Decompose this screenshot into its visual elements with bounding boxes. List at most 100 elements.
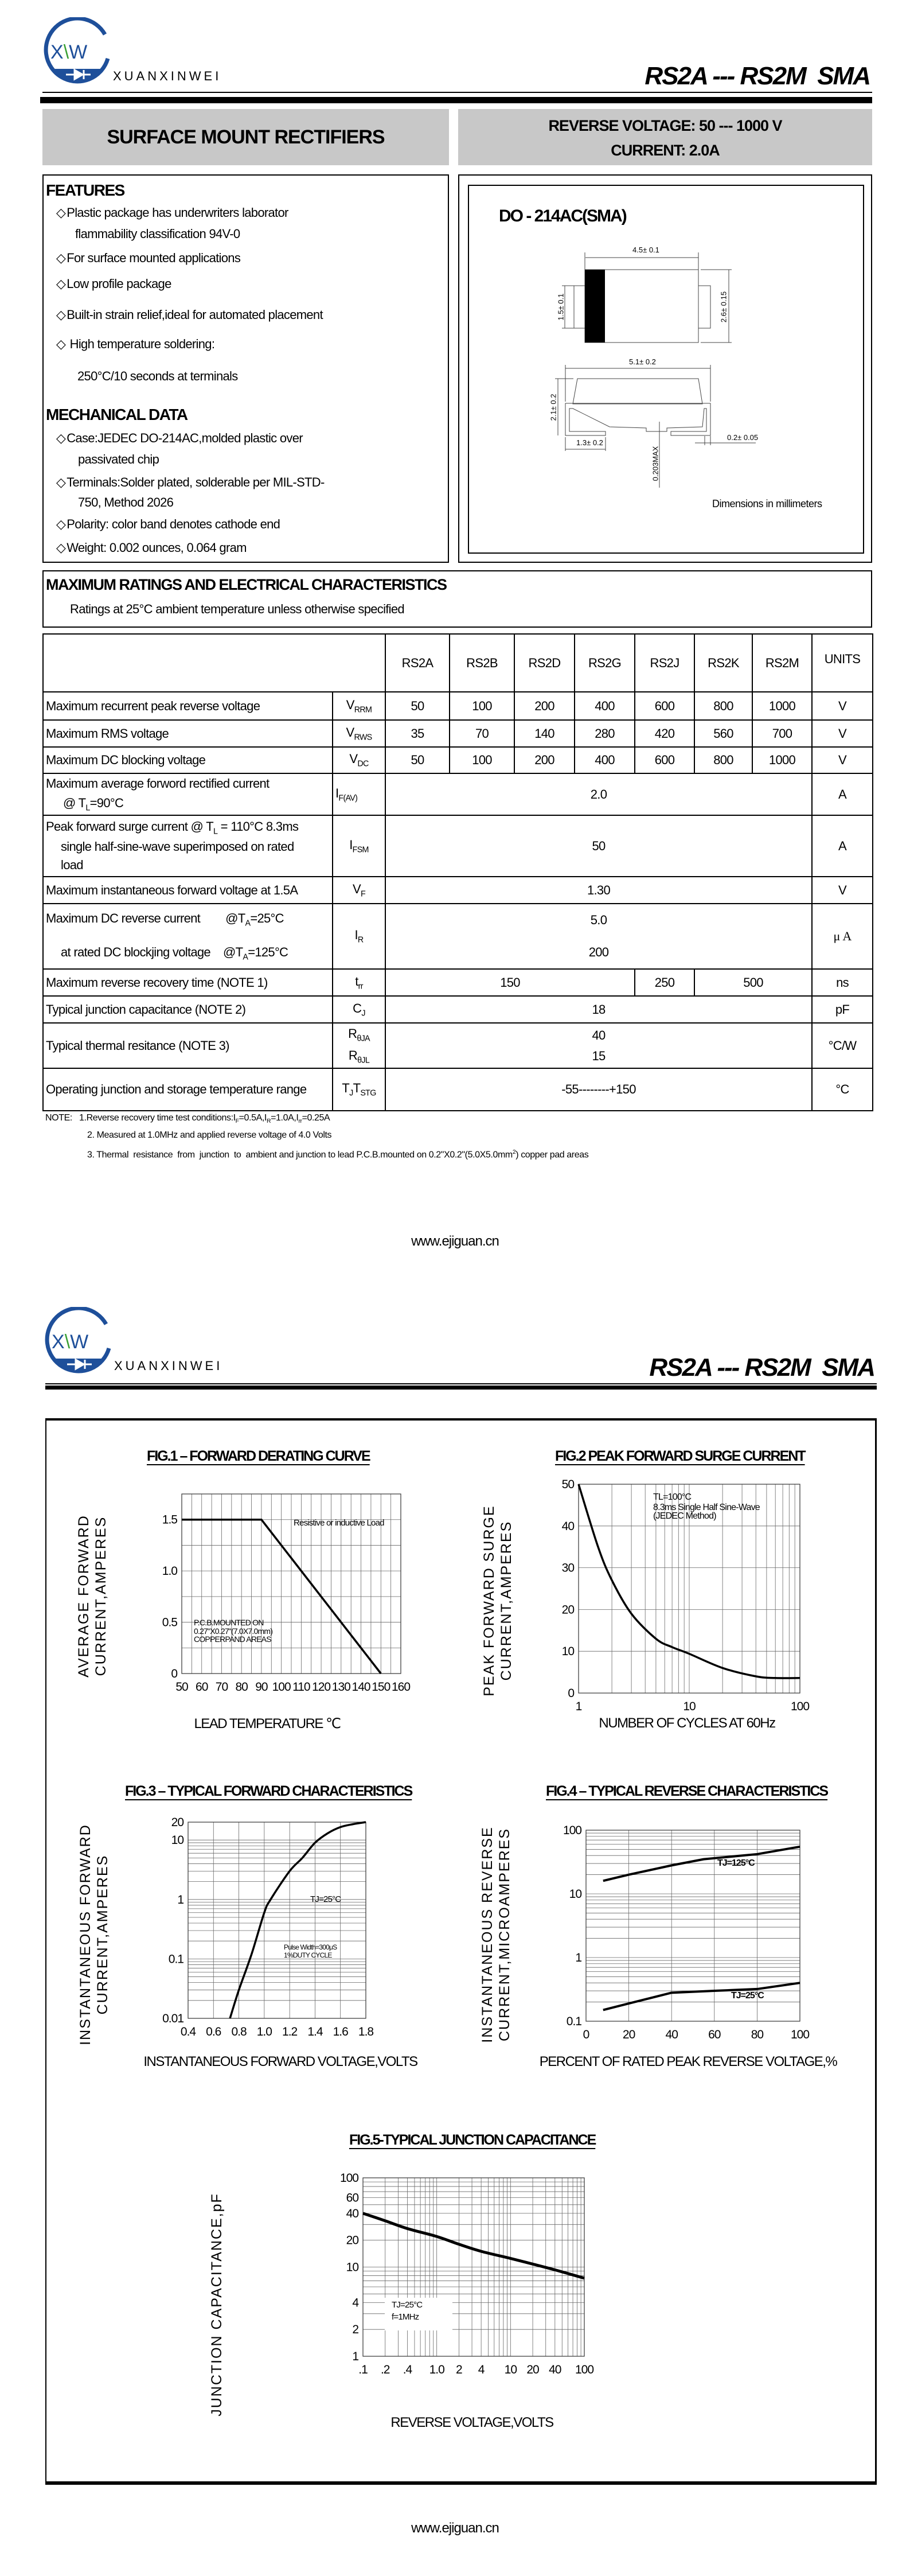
- column-header: RS2K: [694, 633, 753, 692]
- fig1-plot-frame: [181, 1493, 401, 1674]
- fig4-x-tick-label: 20: [623, 2028, 635, 2041]
- fig3-y-tick-label: 0.1: [169, 1952, 184, 1966]
- fig4-plot-frame: [585, 1830, 800, 2022]
- fig4-series-line: [603, 1845, 800, 1882]
- package-panel: [458, 174, 872, 563]
- fig5-x-tick-label: 100: [575, 2363, 593, 2376]
- fig5-title: FIG.5-TYPICAL JUNCTION CAPACITANCE: [349, 2132, 596, 2148]
- product-type: SURFACE MOUNT RECTIFIERS: [107, 126, 385, 148]
- fig5-y-tick-label: 10: [346, 2261, 359, 2274]
- fig5-x-tick-label: 10: [505, 2363, 517, 2376]
- feature-item: ◇ High temperature soldering:: [56, 337, 215, 351]
- cathode-band: [585, 270, 605, 343]
- svg-text:X\W: X\W: [52, 1331, 88, 1353]
- fig5-annotation-background: [385, 2298, 452, 2330]
- rating-banner: REVERSE VOLTAGE: 50 --- 1000 V CURRENT: …: [458, 109, 872, 165]
- fig4-x-tick-label: 40: [666, 2028, 678, 2041]
- fig5-y-tick-label: 20: [346, 2234, 359, 2247]
- logo-mark: X\W: [45, 1307, 111, 1373]
- ratings-table: RS2A RS2B RS2D RS2G RS2J RS2K RS2M UNITS…: [42, 633, 873, 1111]
- fig5-y-tick-label: 1: [352, 2350, 358, 2363]
- features-heading: FEATURES: [46, 181, 125, 199]
- fig2-x-tick-label: 100: [791, 1700, 809, 1713]
- logo-mark: X\W: [44, 17, 110, 84]
- mechanical-item-cont: 750, Method 2026: [78, 495, 174, 509]
- dim-length: 4.5± 0.1: [632, 246, 659, 254]
- fig5-y-tick-label: 4: [352, 2296, 359, 2309]
- fig5-x-tick-label: 4: [478, 2363, 485, 2376]
- fig3-x-tick-label: 1.0: [257, 2025, 272, 2038]
- fig5-x-tick-label: .2: [381, 2363, 390, 2376]
- fig4-series-label: TJ=25°C: [731, 1991, 764, 2001]
- mechanical-heading: MECHANICAL DATA: [46, 406, 188, 423]
- column-header: RS2B: [449, 633, 515, 692]
- feature-item: ◇Plastic package has underwriters labora…: [56, 205, 288, 220]
- fig5-annotation: f=1MHz: [392, 2312, 419, 2322]
- diamond-bullet-icon: ◇: [56, 308, 66, 322]
- feature-item: ◇Low profile package: [56, 277, 171, 291]
- fig5-y-tick-label: 100: [340, 2172, 358, 2185]
- units-header: UNITS: [811, 633, 873, 692]
- fig1-y-tick-label: 1.0: [162, 1565, 178, 1578]
- charts-frame: [45, 1418, 877, 2485]
- reverse-voltage: REVERSE VOLTAGE: 50 --- 1000 V: [548, 117, 782, 134]
- fig4-title: FIG.4 – TYPICAL REVERSE CHARACTERISTICS: [546, 1783, 829, 1799]
- feature-item: ◇For surface mounted applications: [56, 251, 241, 265]
- table-header-row: RS2A RS2B RS2D RS2G RS2J RS2K RS2M UNITS: [42, 633, 873, 692]
- fig3-x-tick-label: 1.6: [333, 2025, 349, 2038]
- fig4-y-tick-label: 1: [575, 1951, 581, 1964]
- fig2-x-tick-label: 10: [683, 1700, 696, 1713]
- table-row: Peak forward surge current @ TL = 110°C …: [42, 815, 873, 877]
- table-row: Maximum DC reverse current @TA=25°C at rat…: [42, 903, 873, 970]
- fig5-x-tick-label: .4: [403, 2363, 413, 2376]
- header-rule-thin: [45, 1383, 877, 1384]
- fig2-y-tick-label: 30: [562, 1562, 575, 1575]
- fig2-y-tick-label: 20: [562, 1603, 575, 1616]
- fig1-x-tick-label: 140: [352, 1680, 370, 1694]
- diamond-bullet-icon: ◇: [56, 205, 66, 220]
- svg-text:X\W: X\W: [50, 41, 87, 63]
- fig1-x-tick-label: 100: [272, 1680, 291, 1694]
- fig3-annotation: 1%DUTY CYCLE: [284, 1951, 332, 1959]
- fig2-plot-frame: [578, 1484, 800, 1694]
- footer-url[interactable]: www.ejiguan.cn: [411, 2520, 499, 2536]
- fig4-x-tick-label: 0: [583, 2028, 589, 2041]
- fig3-x-tick-label: 0.4: [181, 2025, 197, 2038]
- note-2: 2. Measured at 1.0MHz and applied revers…: [87, 1130, 332, 1140]
- fig1-y-tick-label: 1.5: [162, 1513, 178, 1527]
- fig2-annotation: 8.3ms Single Half Sine-Wave: [653, 1503, 760, 1512]
- current-rating: CURRENT: 2.0A: [611, 142, 720, 159]
- footer-url[interactable]: www.ejiguan.cn: [411, 1233, 499, 1249]
- diamond-bullet-icon: ◇: [56, 517, 66, 531]
- fig5-x-tick-label: .1: [358, 2363, 368, 2376]
- ratings-header-box: [42, 570, 872, 628]
- fig3-annotation: Pulse Width=300μS: [284, 1943, 337, 1951]
- fig1-series-line: [182, 1518, 382, 1675]
- fig2-y-tick-label: 10: [562, 1645, 575, 1658]
- fig2-x-tick-label: 1: [576, 1700, 582, 1713]
- fig2-annotation: (JEDEC Method): [653, 1511, 716, 1521]
- package-drawing-frame: [468, 185, 864, 554]
- fig2-series-line: [577, 1484, 800, 1679]
- fig5-x-axis-label: REVERSE VOLTAGE,VOLTS: [390, 2415, 554, 2430]
- fig1-title: FIG.1 – FORWARD DERATING CURVE: [147, 1448, 371, 1464]
- fig1-annotation: COPPERPAND AREAS: [194, 1635, 271, 1644]
- package-name: DO - 214AC(SMA): [499, 207, 627, 225]
- table-row: Maximum DC blocking voltage VDC 50 100 200…: [42, 746, 873, 774]
- fig1-annotation: 0.27"X0.27"(7.0X7.0mm): [194, 1626, 272, 1636]
- fig2-y-tick-label: 40: [562, 1520, 575, 1533]
- fig2-annotation: TL=100°C: [653, 1492, 692, 1502]
- fig5-x-tick-label: 40: [549, 2363, 561, 2376]
- table-row: Maximum RMS voltage VRWS 35 70 140 280 420 56…: [42, 719, 873, 748]
- fig3-annotation: TJ=25°C: [310, 1894, 341, 1904]
- header-rule-thick: [40, 97, 872, 103]
- column-header: RS2G: [574, 633, 635, 692]
- fig1-annotation: P.C.B.MOUNTED ON: [194, 1618, 264, 1627]
- fig3-series-line: [229, 1821, 366, 2019]
- fig3-y-tick-label: 20: [171, 1816, 184, 1829]
- fig4-x-tick-label: 80: [751, 2028, 764, 2041]
- fig4-y-tick-label: 100: [563, 1824, 581, 1837]
- table-row: Maximum instantaneous forward voltage at…: [42, 876, 873, 904]
- table-row: Maximum recurrent peak reverse voltage V…: [42, 691, 873, 721]
